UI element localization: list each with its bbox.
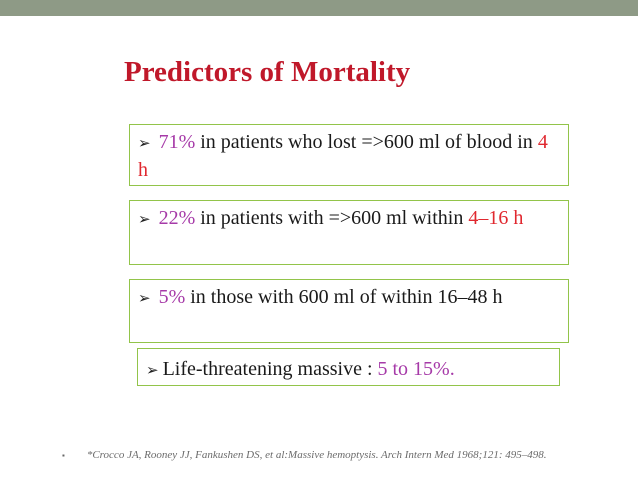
stat-text: in those with 600 ml of within 16–48 h (185, 286, 503, 308)
arrow-bullet-icon: ➢ (146, 363, 159, 379)
footnote-citation: ▪ *Crocco JA, Rooney JJ, Fankushen DS, et… (62, 446, 582, 465)
stat-box-massive: ➢ Life-threatening massive : 5 to 15%. (137, 348, 560, 386)
slide-title: Predictors of Mortality (124, 56, 411, 88)
footnote-text: *Crocco JA, Rooney JJ, Fankushen DS, et … (86, 449, 547, 461)
stat-time: 4–16 h (468, 207, 524, 229)
arrow-bullet-icon: ➢ (138, 291, 151, 307)
stat-box-22: ➢ 22% in patients with =>600 ml within 4–… (129, 200, 569, 265)
stat-range: 5 to 15%. (377, 358, 455, 380)
stat-percent: 5% (158, 286, 186, 308)
stat-box-71: ➢ 71% in patients who lost =>600 ml of bl… (129, 124, 569, 186)
arrow-bullet-icon: ➢ (138, 136, 151, 152)
stat-text: Life-threatening massive : (162, 358, 378, 380)
stat-box-5: ➢ 5% in those with 600 ml of within 16–48… (129, 279, 569, 343)
square-bullet-icon: ▪ (62, 451, 65, 460)
stat-text: in patients with =>600 ml within (195, 207, 469, 229)
top-accent-bar (0, 0, 638, 16)
stat-time: 4 h (138, 131, 548, 181)
arrow-bullet-icon: ➢ (138, 212, 151, 228)
stat-text: in patients who lost =>600 ml of blood i… (195, 131, 538, 153)
stat-percent: 71% (158, 131, 196, 153)
stat-percent: 22% (158, 207, 196, 229)
